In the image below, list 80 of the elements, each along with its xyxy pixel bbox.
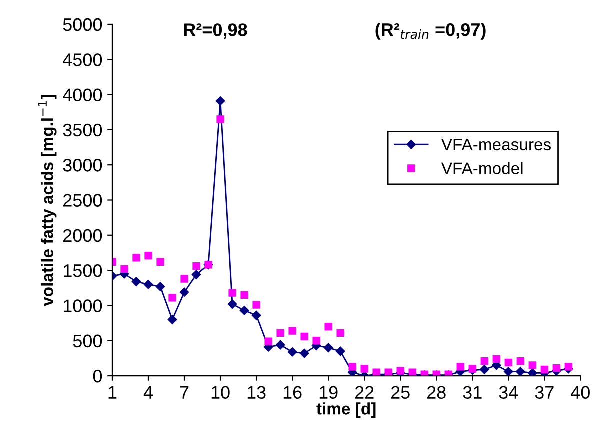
point [216, 116, 224, 124]
x-axis-title: time [d] [316, 402, 376, 418]
point [252, 310, 262, 320]
y-tick-label: 1500 [64, 264, 102, 278]
x-tick-label: 40 [571, 386, 590, 400]
x-tick-label: 34 [499, 386, 518, 400]
point [528, 362, 536, 370]
point [336, 329, 344, 337]
point [120, 265, 128, 273]
x-tick-label: 22 [355, 386, 374, 399]
y-axis-title: volatile fatty acids [mg.l$^{−1}$] [38, 95, 57, 306]
annotation: (R²$_{train}$ =0,97) [376, 23, 486, 40]
point [288, 327, 296, 335]
point [360, 365, 368, 373]
x-tick-label: 37 [535, 386, 554, 400]
x-tick-label: 28 [427, 386, 446, 400]
point [180, 275, 188, 283]
y-tick-label: 1000 [64, 300, 102, 312]
x-tick-label: 10 [212, 386, 230, 400]
point [456, 363, 464, 371]
point [180, 288, 190, 297]
y-tick-label: 4500 [63, 54, 102, 66]
point [228, 300, 238, 309]
x-tick-label: 16 [284, 386, 302, 400]
point [300, 332, 308, 340]
point [324, 343, 334, 353]
point [144, 280, 154, 290]
point [252, 301, 260, 309]
point [516, 367, 526, 376]
point [168, 315, 178, 324]
point [156, 258, 164, 266]
legend-label: VFA-measures [441, 138, 551, 151]
point [216, 96, 226, 106]
point [480, 365, 490, 374]
point [132, 254, 140, 262]
y-tick-label: 3500 [63, 124, 102, 137]
y-tick-label: 2000 [64, 229, 102, 242]
point [564, 363, 572, 371]
annotation: R²=0,98 [184, 24, 248, 39]
point [492, 355, 500, 363]
point [468, 365, 476, 373]
y-tick-label: 2500 [64, 194, 102, 207]
point [240, 306, 250, 316]
x-tick-label: 1 [108, 386, 117, 399]
point [312, 337, 320, 345]
point [156, 282, 166, 292]
y-tick-label: 0 [93, 370, 102, 383]
y-tick-label: 500 [73, 334, 102, 348]
point [192, 262, 200, 270]
point [336, 346, 346, 356]
x-tick-label: 25 [391, 386, 410, 400]
point [324, 322, 332, 331]
point [276, 340, 286, 350]
point [516, 357, 524, 366]
point [228, 289, 236, 297]
y-tick-label: 4000 [63, 88, 102, 102]
x-tick-label: 19 [320, 386, 338, 400]
x-tick-label: 31 [463, 386, 482, 400]
point [504, 358, 512, 366]
x-tick-label: 13 [248, 386, 266, 400]
point [192, 270, 202, 280]
point [288, 347, 298, 357]
point [552, 364, 560, 372]
y-tick-label: 5000 [63, 18, 102, 32]
point [528, 368, 538, 376]
point [168, 294, 176, 302]
point [504, 367, 514, 376]
point [480, 357, 488, 366]
legend-label: VFA-model [441, 162, 523, 174]
point [276, 329, 284, 337]
x-tick-label: 4 [144, 386, 153, 399]
point [240, 291, 248, 299]
point [144, 252, 152, 260]
point [540, 366, 548, 374]
point [300, 348, 310, 358]
point [132, 277, 142, 286]
x-tick-label: 7 [180, 386, 189, 399]
point [348, 363, 356, 371]
y-tick-label: 3000 [63, 159, 102, 172]
point [264, 338, 272, 346]
